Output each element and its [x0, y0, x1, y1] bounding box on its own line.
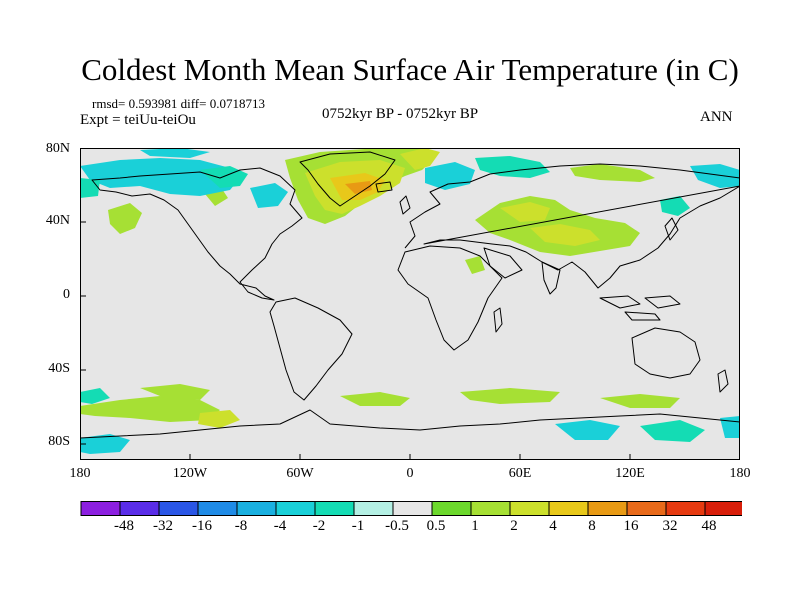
new-zealand-coast [717, 369, 729, 393]
plot-title: Coldest Month Mean Surface Air Temperatu… [81, 52, 739, 87]
lat-tick-80n: 80N [45, 141, 70, 156]
colorbar-swatch [665, 501, 706, 516]
antarctica-coast [80, 409, 740, 439]
north-america-coast [91, 167, 303, 301]
japan-coast [664, 217, 679, 241]
lon-tick-0: 0 [406, 466, 414, 481]
colorbar [80, 501, 742, 516]
coastlines [80, 151, 740, 439]
colorbar-label: -8 [234, 518, 248, 534]
season-label: ANN [700, 109, 733, 125]
madagascar-coast [493, 307, 503, 333]
experiment-label: Expt = teiUu-teiOu [80, 112, 196, 128]
tick-marks [80, 148, 631, 460]
colorbar-swatch [119, 501, 160, 516]
africa-coast [397, 245, 503, 351]
colorbar-swatch [197, 501, 238, 516]
temperature-anomaly-map [80, 148, 740, 460]
india-coast [541, 261, 561, 295]
colorbar-label: -2 [312, 518, 326, 534]
colorbar-swatch [509, 501, 550, 516]
colorbar-label: 0.5 [426, 518, 446, 534]
lat-tick-40s: 40S [48, 361, 70, 376]
colorbar-label: -32 [153, 518, 173, 534]
colorbar-label: 32 [662, 518, 678, 534]
colorbar-swatch [236, 501, 277, 516]
colorbar-label: 1 [471, 518, 479, 534]
british-isles-coast [399, 195, 411, 215]
lat-tick-80s: 80S [48, 434, 70, 449]
statistics-label: rmsd= 0.593981 diff= 0.0718713 [92, 96, 265, 111]
colorbar-swatch [353, 501, 394, 516]
lat-tick-0: 0 [63, 287, 70, 302]
colorbar-swatch [80, 501, 121, 516]
lat-tick-40n: 40N [45, 213, 70, 228]
period-label: 0752kyr BP - 0752kyr BP [322, 106, 479, 122]
colorbar-swatch [275, 501, 316, 516]
colorbar-label: -48 [114, 518, 134, 534]
iceland-coast [375, 181, 393, 193]
colorbar-label: -16 [192, 518, 212, 534]
eurasia-coast [404, 163, 740, 289]
colorbar-swatch [431, 501, 472, 516]
colorbar-label: 2 [510, 518, 518, 534]
colorbar-swatch [392, 501, 433, 516]
colorbar-label: -1 [351, 518, 365, 534]
colorbar-label: -4 [273, 518, 287, 534]
lon-tick-60e: 60E [508, 466, 532, 481]
colorbar-label: 8 [588, 518, 596, 534]
colorbar-swatch [470, 501, 511, 516]
colorbar-swatch [587, 501, 628, 516]
colorbar-label: 48 [701, 518, 717, 534]
lon-tick-180w: 180 [69, 466, 91, 481]
colorbar-label: 16 [623, 518, 639, 534]
greenland-coast [299, 151, 396, 207]
lon-tick-120w: 120W [172, 466, 208, 481]
south-america-coast [269, 297, 353, 401]
colorbar-label: -0.5 [385, 518, 409, 534]
colorbar-label: 4 [549, 518, 557, 534]
arabia-coast [483, 247, 523, 279]
colorbar-swatch [548, 501, 589, 516]
anomaly-fields [80, 148, 740, 454]
australia-coast [631, 327, 701, 379]
lon-tick-180e: 180 [729, 466, 751, 481]
colorbar-swatch [626, 501, 667, 516]
indonesia-coast [599, 295, 681, 321]
lon-tick-60w: 60W [286, 466, 314, 481]
lon-tick-120e: 120E [615, 466, 645, 481]
colorbar-swatch [704, 501, 742, 516]
colorbar-swatch [158, 501, 199, 516]
colorbar-swatch [314, 501, 355, 516]
